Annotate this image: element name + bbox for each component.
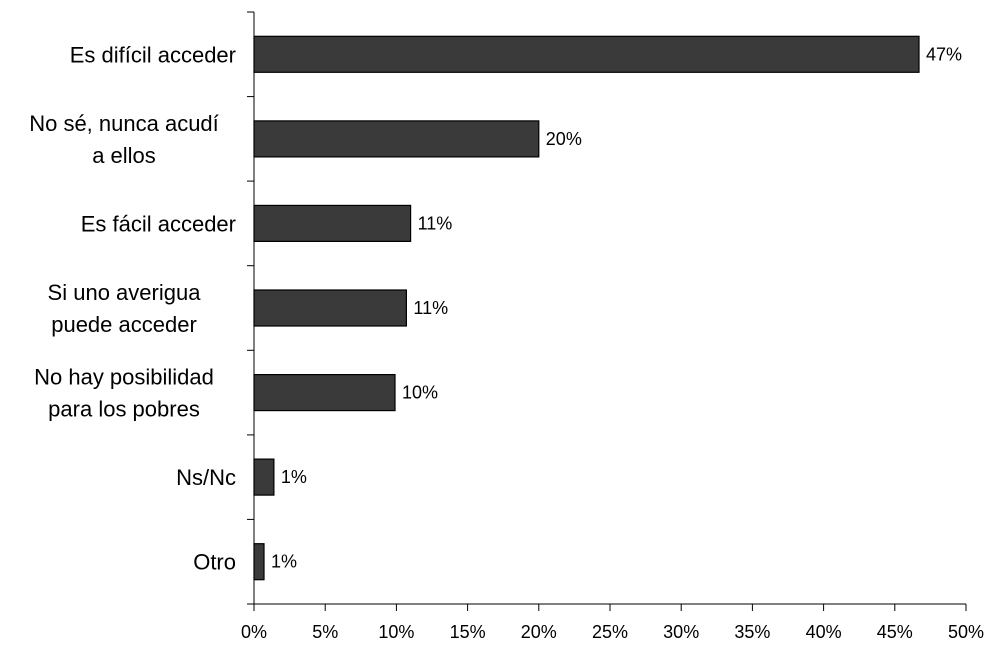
x-tick-label-3: 15% xyxy=(450,622,486,642)
value-label-1: 20% xyxy=(546,129,582,149)
category-label-5: Ns/Nc xyxy=(176,465,236,490)
bar-6 xyxy=(253,543,265,581)
value-label-4: 10% xyxy=(402,383,438,403)
x-tick-label-8: 40% xyxy=(806,622,842,642)
category-label-3: Si uno averigua puede acceder xyxy=(48,280,202,337)
category-label-line: No hay posibilidad xyxy=(34,365,214,390)
value-label-0: 47% xyxy=(926,44,962,64)
category-label-line: No sé, nunca acudí xyxy=(29,111,219,136)
x-tick-label-2: 10% xyxy=(378,622,414,642)
category-label-line: a ellos xyxy=(92,143,156,168)
x-tick-label-4: 20% xyxy=(521,622,557,642)
category-label-1: No sé, nunca acudí a ellos xyxy=(29,111,219,168)
x-tick-label-0: 0% xyxy=(241,622,267,642)
category-label-line: Es difícil acceder xyxy=(70,42,236,67)
x-tick-label-1: 5% xyxy=(312,622,338,642)
category-label-line: Si uno averigua xyxy=(48,280,202,305)
value-label-2: 11% xyxy=(418,213,453,233)
labels-layer: 47% Es difícil acceder 20% No sé, nunca acu… xyxy=(29,42,984,642)
bars-layer xyxy=(253,35,920,581)
category-label-0: Es difícil acceder xyxy=(70,42,236,67)
bar-4 xyxy=(253,374,396,412)
x-tick-label-6: 30% xyxy=(663,622,699,642)
bar-3 xyxy=(253,289,407,327)
x-tick-label-10: 50% xyxy=(948,622,984,642)
bar-1 xyxy=(253,120,540,158)
value-label-6: 1% xyxy=(271,552,297,572)
axes-layer xyxy=(247,11,967,611)
bar-0 xyxy=(253,35,920,73)
category-label-line: Otro xyxy=(193,550,236,575)
x-tick-label-9: 45% xyxy=(877,622,913,642)
bar-5 xyxy=(253,458,275,496)
category-label-6: Otro xyxy=(193,550,236,575)
bar-2 xyxy=(253,204,412,242)
x-tick-label-5: 25% xyxy=(592,622,628,642)
category-label-line: puede acceder xyxy=(51,312,197,337)
category-label-2: Es fácil acceder xyxy=(81,211,236,236)
value-label-3: 11% xyxy=(413,298,448,318)
value-label-5: 1% xyxy=(281,467,307,487)
category-label-line: Ns/Nc xyxy=(176,465,236,490)
category-label-line: Es fácil acceder xyxy=(81,211,236,236)
category-label-4: No hay posibilidad para los pobres xyxy=(34,365,214,422)
x-tick-label-7: 35% xyxy=(734,622,770,642)
category-label-line: para los pobres xyxy=(48,397,200,422)
